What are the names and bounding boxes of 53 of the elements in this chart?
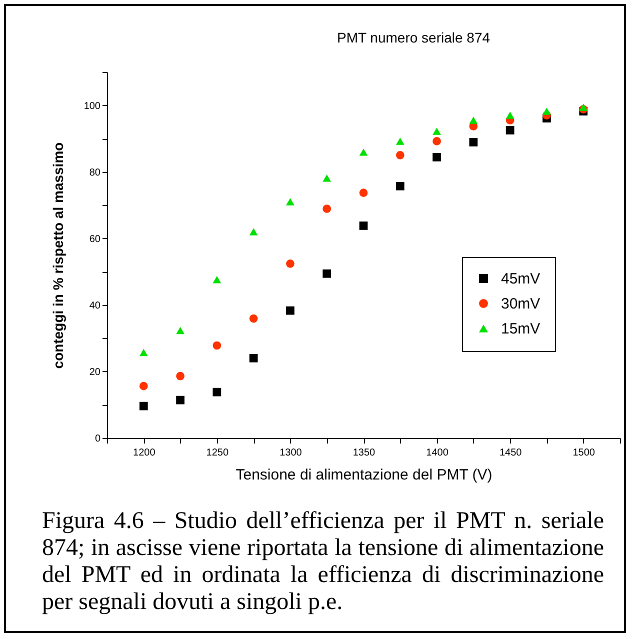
legend-label: 15mV: [501, 320, 540, 338]
point: [542, 108, 551, 115]
point: [212, 276, 222, 284]
chart-title: PMT numero seriale 874: [336, 30, 490, 46]
legend-label: 45mV: [501, 270, 540, 288]
x-tick-label: 1350: [352, 448, 376, 458]
text: Figura 4.6 – Studio dell’efficienza per il PMT n. seriale 874; in ascisse viene riportata la tensione di alimentazione del PMT ed in ordinata la efficienza di discriminazione per segnali dovuti a singoli p.e.: [42, 508, 604, 616]
y-tick-label: 40: [89, 300, 101, 312]
x-tick-label: 1450: [499, 448, 522, 458]
y-tick-label: 100: [84, 100, 101, 112]
point: [249, 228, 258, 236]
point: [432, 137, 441, 146]
point: [396, 138, 404, 145]
point: [139, 348, 148, 356]
x-tick-label: 1300: [280, 448, 302, 458]
point: [322, 269, 332, 278]
point: [359, 148, 368, 156]
point: [506, 126, 514, 134]
x-tick-label: 1250: [206, 448, 229, 458]
point: [359, 188, 368, 197]
point: [396, 182, 404, 190]
point: [139, 402, 148, 410]
y-axis-title: conteggi in % rispetto al massimo: [50, 142, 66, 369]
point: [286, 198, 294, 206]
x-axis-title: Tensione di alimentazione del PMT (V): [236, 466, 492, 484]
point: [469, 138, 478, 146]
x-tick-label: 1200: [133, 448, 156, 458]
point: [506, 112, 514, 119]
point: [579, 104, 588, 111]
point: [286, 306, 294, 315]
point: [249, 314, 258, 323]
y-tick-label: 60: [89, 234, 101, 245]
y-tick-label: 80: [89, 167, 101, 178]
point: [212, 388, 222, 396]
point: [249, 354, 258, 362]
point: [432, 152, 441, 162]
point: [322, 204, 332, 213]
point: [432, 128, 441, 135]
point: [469, 116, 478, 124]
point: [396, 151, 404, 160]
legend-label: 30mV: [501, 296, 540, 312]
point: [176, 396, 184, 404]
point: [139, 382, 148, 390]
point: [176, 326, 184, 334]
y-tick-label: 0: [94, 434, 101, 444]
x-tick-label: 1400: [426, 448, 449, 458]
x-tick-label: 1500: [572, 448, 596, 458]
y-tick-label: 20: [89, 366, 101, 378]
point: [212, 341, 222, 350]
point: [176, 372, 184, 380]
point: [359, 222, 368, 230]
point: [286, 259, 294, 268]
point: [322, 174, 332, 182]
